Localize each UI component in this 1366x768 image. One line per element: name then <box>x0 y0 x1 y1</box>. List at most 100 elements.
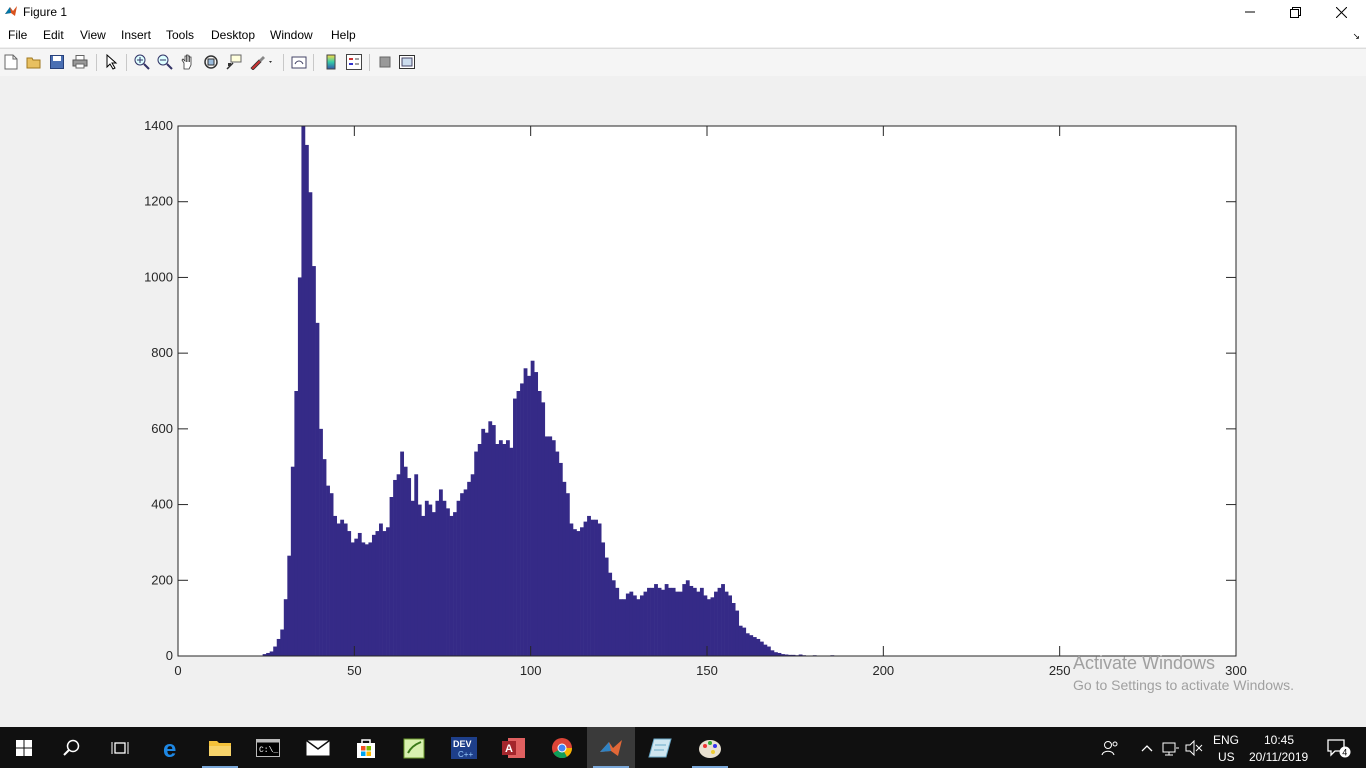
menu-file[interactable]: File <box>8 28 28 42</box>
matlab-taskbar-button[interactable] <box>587 727 635 768</box>
notes-taskbar-button[interactable] <box>636 727 684 768</box>
start-button[interactable] <box>0 727 48 768</box>
histogram-bar <box>541 402 546 656</box>
new-figure-icon[interactable] <box>2 53 20 71</box>
hide-plot-tools-icon[interactable] <box>376 53 394 71</box>
restore-button[interactable] <box>1272 0 1318 24</box>
close-button[interactable] <box>1318 0 1364 24</box>
histogram-bar <box>477 444 482 656</box>
y-tick-label: 400 <box>151 497 173 512</box>
histogram-bar <box>544 436 549 656</box>
x-tick-label: 150 <box>696 663 718 678</box>
running-indicator <box>202 766 238 768</box>
zoom-in-icon[interactable] <box>133 53 151 71</box>
command-prompt-taskbar-button[interactable]: C:\_ <box>244 727 292 768</box>
histogram-bar <box>410 500 415 656</box>
paint-taskbar-button[interactable] <box>686 727 734 768</box>
histogram-bar <box>534 372 539 656</box>
running-indicator <box>692 766 728 768</box>
histogram-bar <box>463 489 468 656</box>
legend-icon[interactable] <box>345 53 363 71</box>
histogram-bar <box>428 504 433 656</box>
histogram-bar <box>354 538 359 656</box>
colorbar-icon[interactable] <box>322 53 340 71</box>
menu-view[interactable]: View <box>80 28 106 42</box>
minimize-button[interactable] <box>1227 0 1273 24</box>
histogram-bar <box>262 654 267 656</box>
histogram-bar <box>654 584 658 656</box>
histogram-bar <box>601 542 606 656</box>
menu-edit[interactable]: Edit <box>43 28 64 42</box>
histogram-bar <box>513 398 517 656</box>
store-taskbar-button[interactable] <box>342 727 390 768</box>
menu-desktop[interactable]: Desktop <box>211 28 256 42</box>
brush-icon[interactable] <box>248 53 276 71</box>
input-language[interactable]: ENG <box>1213 733 1240 747</box>
search-button[interactable] <box>48 727 96 768</box>
clock-date[interactable]: 20/11/2019 <box>1249 750 1309 764</box>
toolbar-separator <box>313 54 314 71</box>
input-region[interactable]: US <box>1218 750 1235 764</box>
task-view-button[interactable] <box>96 727 144 768</box>
open-file-icon[interactable] <box>25 53 43 71</box>
histogram-plot[interactable]: 0 50 100 150 200 250 300 0 200 400 600 800 1000 1200… <box>0 76 1366 727</box>
menu-insert[interactable]: Insert <box>121 28 152 42</box>
histogram-bar <box>424 500 429 656</box>
window-title-bar[interactable]: Figure 1 <box>0 0 1366 24</box>
chrome-taskbar-button[interactable] <box>538 727 586 768</box>
show-hidden-icons-button[interactable] <box>1136 727 1158 768</box>
histogram-bar <box>661 589 665 656</box>
histogram-bar <box>273 646 278 656</box>
data-cursor-icon[interactable] <box>225 53 243 71</box>
search-icon <box>63 739 80 756</box>
volume-button[interactable] <box>1183 727 1205 768</box>
dock-figure-icon[interactable]: ↘ <box>1352 31 1360 41</box>
histogram-bar <box>266 652 270 656</box>
histogram-bar <box>414 474 419 656</box>
paint-icon <box>699 739 721 758</box>
clock-time[interactable]: 10:45 <box>1264 733 1295 747</box>
histogram-bar <box>322 459 327 656</box>
mail-taskbar-button[interactable] <box>294 727 342 768</box>
histogram-bar <box>689 585 694 656</box>
histogram-bar <box>294 391 299 656</box>
histogram-bar <box>632 595 637 656</box>
toolbar-separator <box>126 54 127 71</box>
histogram-bar <box>565 493 570 656</box>
print-icon[interactable] <box>71 53 89 71</box>
network-icon <box>1162 742 1179 755</box>
dev-cpp-taskbar-button[interactable]: DEV C++ <box>440 727 488 768</box>
menu-tools[interactable]: Tools <box>166 28 195 42</box>
show-plot-tools-icon[interactable] <box>398 53 416 71</box>
y-tick-label: 800 <box>151 345 173 360</box>
histogram-bar <box>400 451 405 656</box>
edge-taskbar-button[interactable]: e <box>148 727 196 768</box>
notepad-plus-taskbar-button[interactable] <box>390 727 438 768</box>
menu-window[interactable]: Window <box>270 28 313 42</box>
histogram-bar <box>379 523 383 656</box>
watermark-subtitle: Go to Settings to activate Windows. <box>1073 677 1294 693</box>
save-icon[interactable] <box>48 53 66 71</box>
taskbar: e C:\_ DEV C++ A <box>0 727 1366 768</box>
histogram-bar <box>657 587 662 656</box>
edit-plot-icon[interactable] <box>103 53 121 71</box>
action-center-button[interactable]: 4 <box>1318 727 1360 768</box>
pan-icon[interactable] <box>179 53 197 71</box>
histogram-bar <box>590 519 595 656</box>
histogram-bar <box>597 523 602 656</box>
access-taskbar-button[interactable]: A <box>490 727 538 768</box>
menu-help[interactable]: Help <box>331 28 356 42</box>
histogram-bar <box>675 591 680 656</box>
file-explorer-taskbar-button[interactable] <box>196 727 244 768</box>
zoom-out-icon[interactable] <box>156 53 174 71</box>
histogram-bar <box>721 584 725 656</box>
toolbar-separator <box>283 54 284 71</box>
rotate-3d-icon[interactable] <box>202 53 220 71</box>
histogram-bar <box>685 580 690 656</box>
link-plot-icon[interactable] <box>290 53 308 71</box>
people-button[interactable] <box>1090 727 1130 768</box>
figure-canvas[interactable]: 0 50 100 150 200 250 300 0 200 400 600 800 1000 1200… <box>0 76 1366 727</box>
close-icon <box>1335 6 1347 18</box>
network-button[interactable] <box>1160 727 1182 768</box>
